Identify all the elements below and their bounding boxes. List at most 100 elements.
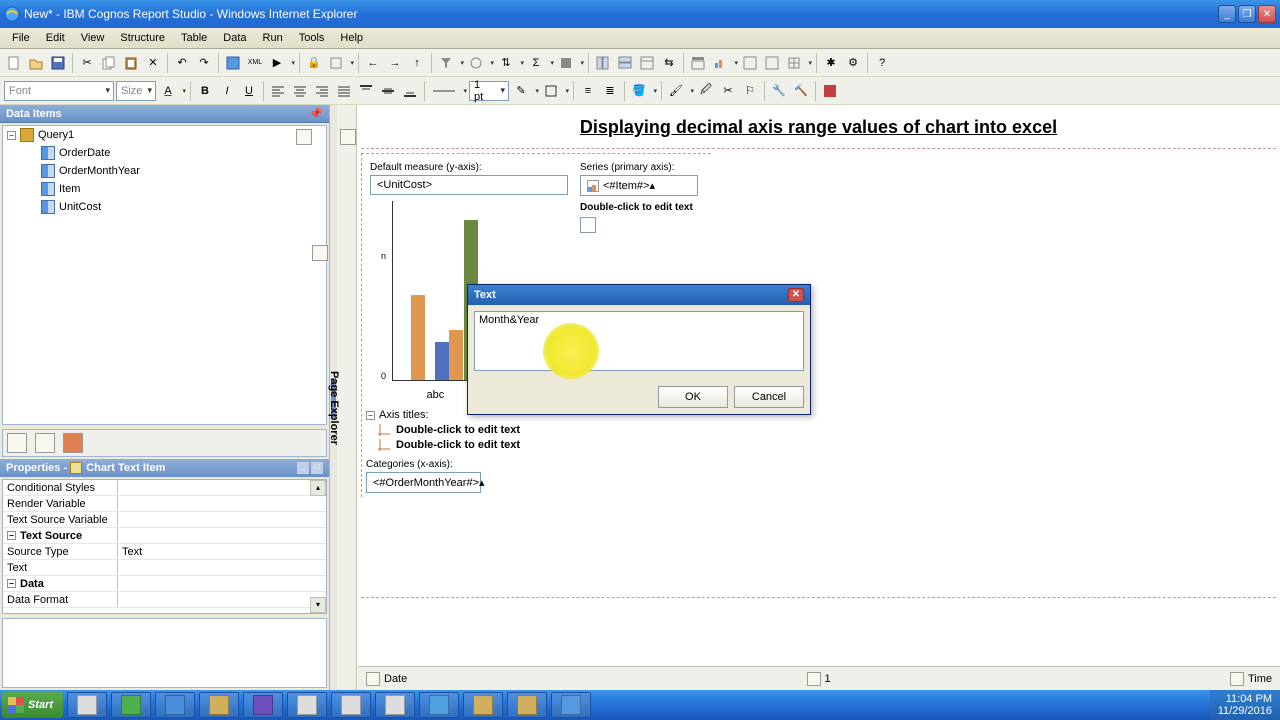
menu-file[interactable]: File (4, 30, 38, 46)
property-row[interactable]: Text Source Variable (3, 512, 326, 528)
property-row[interactable]: Source TypeText (3, 544, 326, 560)
taskbar-item[interactable] (199, 692, 239, 718)
property-row[interactable]: Data Format (3, 592, 326, 608)
table-button[interactable] (784, 53, 804, 73)
line-style[interactable] (429, 81, 459, 101)
sort-button[interactable]: ⇅ (496, 53, 516, 73)
chart-bar[interactable] (411, 295, 425, 380)
redo-button[interactable]: ↷ (194, 53, 214, 73)
run-button[interactable]: ▶ (267, 53, 287, 73)
line-width[interactable]: 1 pt (469, 81, 509, 101)
style-brush[interactable]: 🖌 (666, 81, 686, 101)
align-right[interactable] (312, 81, 332, 101)
up-button[interactable]: ↑ (407, 53, 427, 73)
scroll-down[interactable]: ▾ (310, 597, 326, 613)
swap-button[interactable]: ⇆ (659, 53, 679, 73)
maximize-button[interactable]: ❐ (1238, 5, 1256, 23)
property-row[interactable]: −Data (3, 576, 326, 592)
dialog-close[interactable]: ✕ (788, 288, 804, 302)
size-combo[interactable]: Size (116, 81, 156, 101)
menu-structure[interactable]: Structure (112, 30, 173, 46)
pivot-button[interactable] (615, 53, 635, 73)
group-button[interactable] (593, 53, 613, 73)
build-button[interactable]: ⚙ (843, 53, 863, 73)
help-button[interactable]: ? (872, 53, 892, 73)
report-title[interactable]: Displaying decimal axis range values of … (361, 109, 1276, 146)
bold-button[interactable]: B (195, 81, 215, 101)
style-3[interactable]: ⚐ (740, 81, 760, 101)
tree-item-orderdate[interactable]: OrderDate (3, 144, 326, 162)
lock-button[interactable]: 🔒 (304, 53, 324, 73)
align-bottom[interactable] (400, 81, 420, 101)
border-button[interactable] (541, 81, 561, 101)
chart-bar[interactable] (435, 342, 449, 380)
open-button[interactable] (26, 53, 46, 73)
property-row[interactable]: Conditional Styles (3, 480, 326, 496)
taskbar-item[interactable] (155, 692, 195, 718)
pin-icon[interactable]: 📌 (309, 107, 323, 120)
taskbar-item[interactable] (331, 692, 371, 718)
dialog-text-input[interactable] (474, 311, 804, 371)
style-1[interactable]: 🖉 (696, 81, 716, 101)
section-button[interactable] (637, 53, 657, 73)
tab-1[interactable] (7, 433, 27, 453)
tab-2[interactable] (35, 433, 55, 453)
drill-button[interactable]: ✱ (821, 53, 841, 73)
menu-table[interactable]: Table (173, 30, 215, 46)
tree-root[interactable]: − Query1 (3, 126, 326, 144)
cancel-button[interactable]: Cancel (734, 386, 804, 408)
xml-button[interactable]: XML (245, 53, 265, 73)
copy-button[interactable] (99, 53, 119, 73)
props-close[interactable]: □ (311, 462, 323, 474)
taskbar-item[interactable] (67, 692, 107, 718)
collapse-icon[interactable]: − (366, 411, 375, 420)
tree-item-ordermonthyear[interactable]: OrderMonthYear (3, 162, 326, 180)
menu-run[interactable]: Run (255, 30, 291, 46)
close-button[interactable]: ✕ (1258, 5, 1276, 23)
cancel-icon[interactable] (820, 81, 840, 101)
insert-2[interactable] (762, 53, 782, 73)
align-justify[interactable] (334, 81, 354, 101)
line-color[interactable]: ✎ (511, 81, 531, 101)
property-row[interactable]: Text (3, 560, 326, 576)
style-5[interactable]: 🔨 (791, 81, 811, 101)
taskbar-item[interactable] (111, 692, 151, 718)
taskbar-item[interactable] (419, 692, 459, 718)
align-left[interactable] (268, 81, 288, 101)
font-color-button[interactable]: A (158, 81, 178, 101)
system-tray[interactable]: 11:04 PM 11/29/2016 (1210, 690, 1280, 720)
chart-bar[interactable] (449, 330, 463, 380)
summarize-button[interactable]: Σ (526, 53, 546, 73)
legend-icon[interactable] (580, 217, 596, 233)
x-axis-title[interactable]: Double-click to edit text (378, 439, 707, 451)
variables-button[interactable] (326, 53, 346, 73)
series-field[interactable]: <#Item#>▴ (580, 175, 698, 196)
tree-item-unitcost[interactable]: UnitCost (3, 198, 326, 216)
back-button[interactable]: ← (363, 53, 383, 73)
menu-tools[interactable]: Tools (291, 30, 333, 46)
taskbar-item[interactable] (375, 692, 415, 718)
numbering[interactable]: ≣ (600, 81, 620, 101)
forward-button[interactable]: → (385, 53, 405, 73)
undo-button[interactable]: ↶ (172, 53, 192, 73)
font-combo[interactable]: Font (4, 81, 114, 101)
paste-button[interactable] (121, 53, 141, 73)
taskbar-item[interactable] (243, 692, 283, 718)
tab-3[interactable] (63, 433, 83, 453)
filter-button[interactable] (436, 53, 456, 73)
cut-button[interactable]: ✂ (77, 53, 97, 73)
delete-button[interactable]: ✕ (143, 53, 163, 73)
taskbar-item[interactable] (287, 692, 327, 718)
start-button[interactable]: Start (2, 692, 63, 718)
bg-color[interactable]: 🪣 (629, 81, 649, 101)
calculate-button[interactable] (556, 53, 576, 73)
menu-edit[interactable]: Edit (38, 30, 73, 46)
y-axis-title[interactable]: Double-click to edit text (378, 424, 707, 436)
style-2[interactable]: ✂ (718, 81, 738, 101)
align-center[interactable] (290, 81, 310, 101)
page-explorer-tab[interactable]: Page Explorer (337, 105, 357, 690)
minimize-button[interactable]: _ (1218, 5, 1236, 23)
taskbar-item[interactable] (463, 692, 503, 718)
menu-help[interactable]: Help (332, 30, 371, 46)
menu-view[interactable]: View (73, 30, 113, 46)
